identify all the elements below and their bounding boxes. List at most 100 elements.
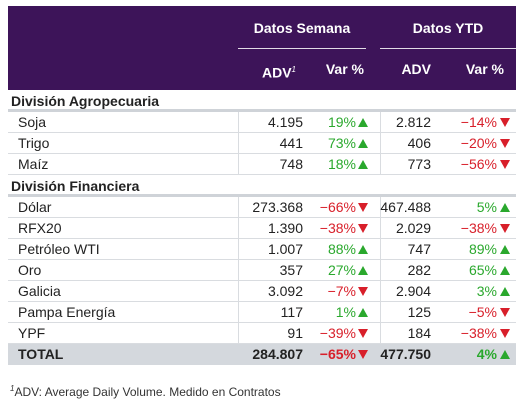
ytd-trend	[500, 112, 512, 132]
column-divider	[380, 302, 381, 322]
column-divider	[238, 218, 239, 238]
week-trend	[358, 239, 370, 259]
arrow-up-icon	[358, 160, 368, 169]
table-header: Datos Semana Datos YTD ADV1 Var % ADV Va…	[8, 6, 516, 90]
col-header-adv-label: ADV	[261, 64, 292, 81]
week-trend	[358, 133, 370, 153]
ytd-var: −5%	[468, 304, 497, 320]
week-trend	[358, 344, 370, 364]
table-row: Petróleo WTI 1.007 88% 747 89%	[8, 239, 516, 260]
table-row: Trigo 441 73% 406 −20%	[8, 133, 516, 154]
ytd-var: −38%	[460, 325, 497, 341]
column-divider	[380, 239, 381, 259]
total-row: TOTAL 284.807 −65% 477.750 4%	[8, 344, 516, 365]
column-divider	[238, 239, 239, 259]
column-divider	[238, 323, 239, 343]
column-divider	[380, 112, 381, 132]
ytd-trend	[500, 239, 512, 259]
table-row: Maíz 748 18% 773 −56%	[8, 154, 516, 175]
table-row: RFX20 1.390 −38% 2.029 −38%	[8, 218, 516, 239]
column-divider	[380, 197, 381, 217]
column-divider	[238, 197, 239, 217]
row-name: YPF	[18, 325, 46, 341]
row-name: Galicia	[18, 283, 61, 299]
ytd-adv: 467.488	[380, 199, 431, 215]
footnote: 1ADV: Average Daily Volume. Medido en Co…	[10, 384, 281, 399]
week-adv: 357	[279, 262, 303, 278]
footnote-text: ADV: Average Daily Volume. Medido en Con…	[14, 385, 281, 399]
week-trend	[358, 218, 370, 238]
week-adv: 1.007	[267, 241, 303, 257]
arrow-down-icon	[358, 329, 368, 338]
table-row: YPF 91 −39% 184 −38%	[8, 323, 516, 344]
ytd-adv: 406	[407, 135, 431, 151]
ytd-var: 5%	[476, 199, 497, 215]
column-divider	[380, 281, 381, 301]
ytd-trend	[500, 302, 512, 322]
week-trend	[358, 281, 370, 301]
ytd-var: 3%	[476, 283, 497, 299]
ytd-var: 65%	[468, 262, 497, 278]
arrow-down-icon	[358, 224, 368, 233]
row-name: RFX20	[18, 220, 62, 236]
column-divider	[238, 281, 239, 301]
week-var: −66%	[319, 199, 356, 215]
week-trend	[358, 154, 370, 174]
col-header-adv-ytd: ADV	[401, 61, 431, 77]
arrow-up-icon	[500, 245, 510, 254]
week-var: −65%	[319, 346, 356, 362]
week-adv: 284.807	[252, 346, 303, 362]
week-adv: 441	[279, 135, 303, 151]
week-var: −39%	[319, 325, 356, 341]
ytd-trend	[500, 281, 512, 301]
ytd-trend	[500, 154, 512, 174]
column-divider	[238, 260, 239, 280]
ytd-adv: 282	[407, 262, 431, 278]
table-row: Dólar 273.368 −66% 467.488 5%	[8, 197, 516, 218]
arrow-up-icon	[358, 139, 368, 148]
arrow-down-icon	[500, 118, 510, 127]
arrow-up-icon	[500, 350, 510, 359]
ytd-trend	[500, 218, 512, 238]
arrow-down-icon	[500, 139, 510, 148]
arrow-down-icon	[500, 160, 510, 169]
week-adv: 3.092	[267, 283, 303, 299]
col-header-adv-week: ADV1	[262, 49, 296, 90]
ytd-adv: 2.029	[395, 220, 431, 236]
row-name: TOTAL	[18, 346, 64, 362]
ytd-trend	[500, 260, 512, 280]
column-divider	[238, 302, 239, 322]
table-body: División Agropecuaria Soja 4.195 19% 2.812 −1…	[8, 90, 516, 365]
ytd-adv: 2.812	[395, 114, 431, 130]
arrow-down-icon	[500, 308, 510, 317]
column-divider	[380, 323, 381, 343]
row-name: Pampa Energía	[18, 304, 116, 320]
week-var: −38%	[319, 220, 356, 236]
ytd-var: −38%	[460, 220, 497, 236]
arrow-up-icon	[500, 203, 510, 212]
column-divider	[380, 260, 381, 280]
week-trend	[358, 302, 370, 322]
col-header-var-week: Var %	[325, 61, 364, 77]
week-trend	[358, 112, 370, 132]
week-var: 18%	[327, 156, 356, 172]
arrow-up-icon	[358, 266, 368, 275]
week-adv: 91	[287, 325, 303, 341]
ytd-var: −56%	[460, 156, 497, 172]
table-row: Pampa Energía 117 1% 125 −5%	[8, 302, 516, 323]
column-divider	[380, 133, 381, 153]
week-adv: 117	[280, 304, 303, 320]
ytd-adv: 773	[407, 156, 431, 172]
row-name: Petróleo WTI	[18, 241, 100, 257]
arrow-down-icon	[358, 203, 368, 212]
footnote-marker: 1	[291, 65, 296, 74]
arrow-down-icon	[358, 350, 368, 359]
row-name: Trigo	[18, 135, 50, 151]
ytd-adv: 125	[407, 304, 431, 320]
week-var: 1%	[335, 304, 356, 320]
ytd-var: 4%	[476, 346, 497, 362]
week-var: 27%	[327, 262, 356, 278]
ytd-adv: 2.904	[395, 283, 431, 299]
arrow-up-icon	[500, 287, 510, 296]
week-adv: 4.195	[267, 114, 303, 130]
